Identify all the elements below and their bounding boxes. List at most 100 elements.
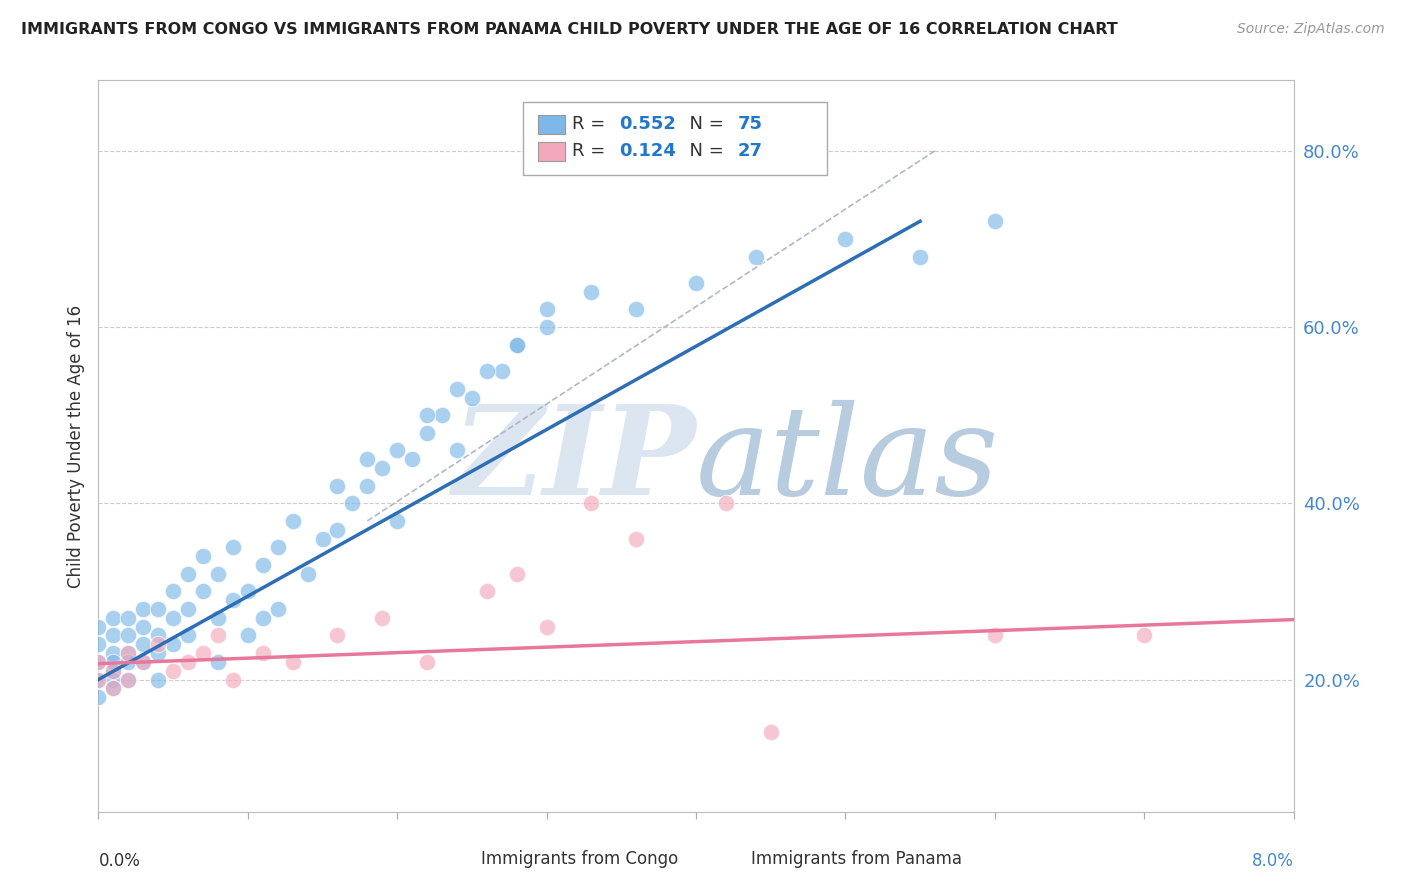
Point <box>236 628 259 642</box>
Point <box>103 664 125 678</box>
Point <box>745 250 768 264</box>
Point <box>132 637 155 651</box>
Text: atlas: atlas <box>696 400 1000 522</box>
Text: 27: 27 <box>738 142 763 161</box>
Y-axis label: Child Poverty Under the Age of 16: Child Poverty Under the Age of 16 <box>66 304 84 588</box>
Point <box>87 655 110 669</box>
Point <box>103 646 125 660</box>
Point <box>491 364 513 378</box>
Point <box>626 302 648 317</box>
Point <box>191 584 214 599</box>
Point <box>117 611 139 625</box>
Point <box>267 602 290 616</box>
Point <box>177 602 200 616</box>
Text: 75: 75 <box>738 115 763 133</box>
Point <box>342 496 364 510</box>
Point <box>132 655 155 669</box>
Point <box>177 655 200 669</box>
Point <box>581 496 603 510</box>
Point <box>461 391 484 405</box>
Point <box>132 655 155 669</box>
Point <box>371 611 394 625</box>
Point <box>207 611 229 625</box>
Point <box>103 611 125 625</box>
Point <box>984 628 1007 642</box>
Point <box>117 646 139 660</box>
Text: 0.552: 0.552 <box>620 115 676 133</box>
Point <box>297 566 319 581</box>
FancyBboxPatch shape <box>523 103 827 176</box>
Point <box>430 408 453 422</box>
Point <box>1133 628 1156 642</box>
Point <box>177 566 200 581</box>
Text: ZIP: ZIP <box>453 400 696 522</box>
Point <box>87 690 110 705</box>
Point <box>191 646 214 660</box>
Point <box>401 452 423 467</box>
Point <box>371 461 394 475</box>
Point <box>506 337 529 351</box>
Point <box>984 214 1007 228</box>
Point <box>117 673 139 687</box>
Point <box>148 602 170 616</box>
Text: N =: N = <box>678 115 730 133</box>
Text: Immigrants from Congo: Immigrants from Congo <box>481 850 678 868</box>
Point <box>326 523 349 537</box>
Point <box>475 364 498 378</box>
Text: Immigrants from Panama: Immigrants from Panama <box>751 850 962 868</box>
Point <box>326 478 349 492</box>
Point <box>162 611 184 625</box>
Point <box>416 408 439 422</box>
Text: IMMIGRANTS FROM CONGO VS IMMIGRANTS FROM PANAMA CHILD POVERTY UNDER THE AGE OF 1: IMMIGRANTS FROM CONGO VS IMMIGRANTS FROM… <box>21 22 1118 37</box>
Point <box>222 673 245 687</box>
Point <box>536 320 558 334</box>
Point <box>162 584 184 599</box>
Point <box>385 443 409 458</box>
Point <box>267 541 290 555</box>
Point <box>685 276 707 290</box>
Point <box>475 584 498 599</box>
Point <box>281 655 304 669</box>
Point <box>117 646 139 660</box>
Point <box>281 514 304 528</box>
Text: R =: R = <box>572 115 610 133</box>
Point <box>326 628 349 642</box>
Point <box>103 628 125 642</box>
Text: N =: N = <box>678 142 730 161</box>
Point <box>416 425 439 440</box>
Point <box>87 655 110 669</box>
Text: Source: ZipAtlas.com: Source: ZipAtlas.com <box>1237 22 1385 37</box>
FancyBboxPatch shape <box>538 143 565 161</box>
Point <box>87 620 110 634</box>
FancyBboxPatch shape <box>538 115 565 134</box>
Point <box>506 337 529 351</box>
Text: 0.124: 0.124 <box>620 142 676 161</box>
Point <box>103 664 125 678</box>
Point <box>87 637 110 651</box>
Point <box>103 681 125 696</box>
Point <box>626 532 648 546</box>
Text: 0.0%: 0.0% <box>98 852 141 870</box>
Text: R =: R = <box>572 142 610 161</box>
Point <box>103 673 125 687</box>
Point <box>207 566 229 581</box>
Point <box>908 250 931 264</box>
Point <box>87 673 110 687</box>
Point <box>117 628 139 642</box>
Text: 8.0%: 8.0% <box>1251 852 1294 870</box>
Point <box>148 628 170 642</box>
Point <box>162 637 184 651</box>
Point <box>148 637 170 651</box>
Point <box>385 514 409 528</box>
Point <box>506 566 529 581</box>
Point <box>356 478 378 492</box>
Point <box>536 302 558 317</box>
Point <box>117 655 139 669</box>
Point <box>132 602 155 616</box>
Point <box>356 452 378 467</box>
Point <box>446 443 468 458</box>
Point <box>252 611 274 625</box>
Point <box>446 382 468 396</box>
Point <box>834 232 856 246</box>
Point <box>222 593 245 607</box>
